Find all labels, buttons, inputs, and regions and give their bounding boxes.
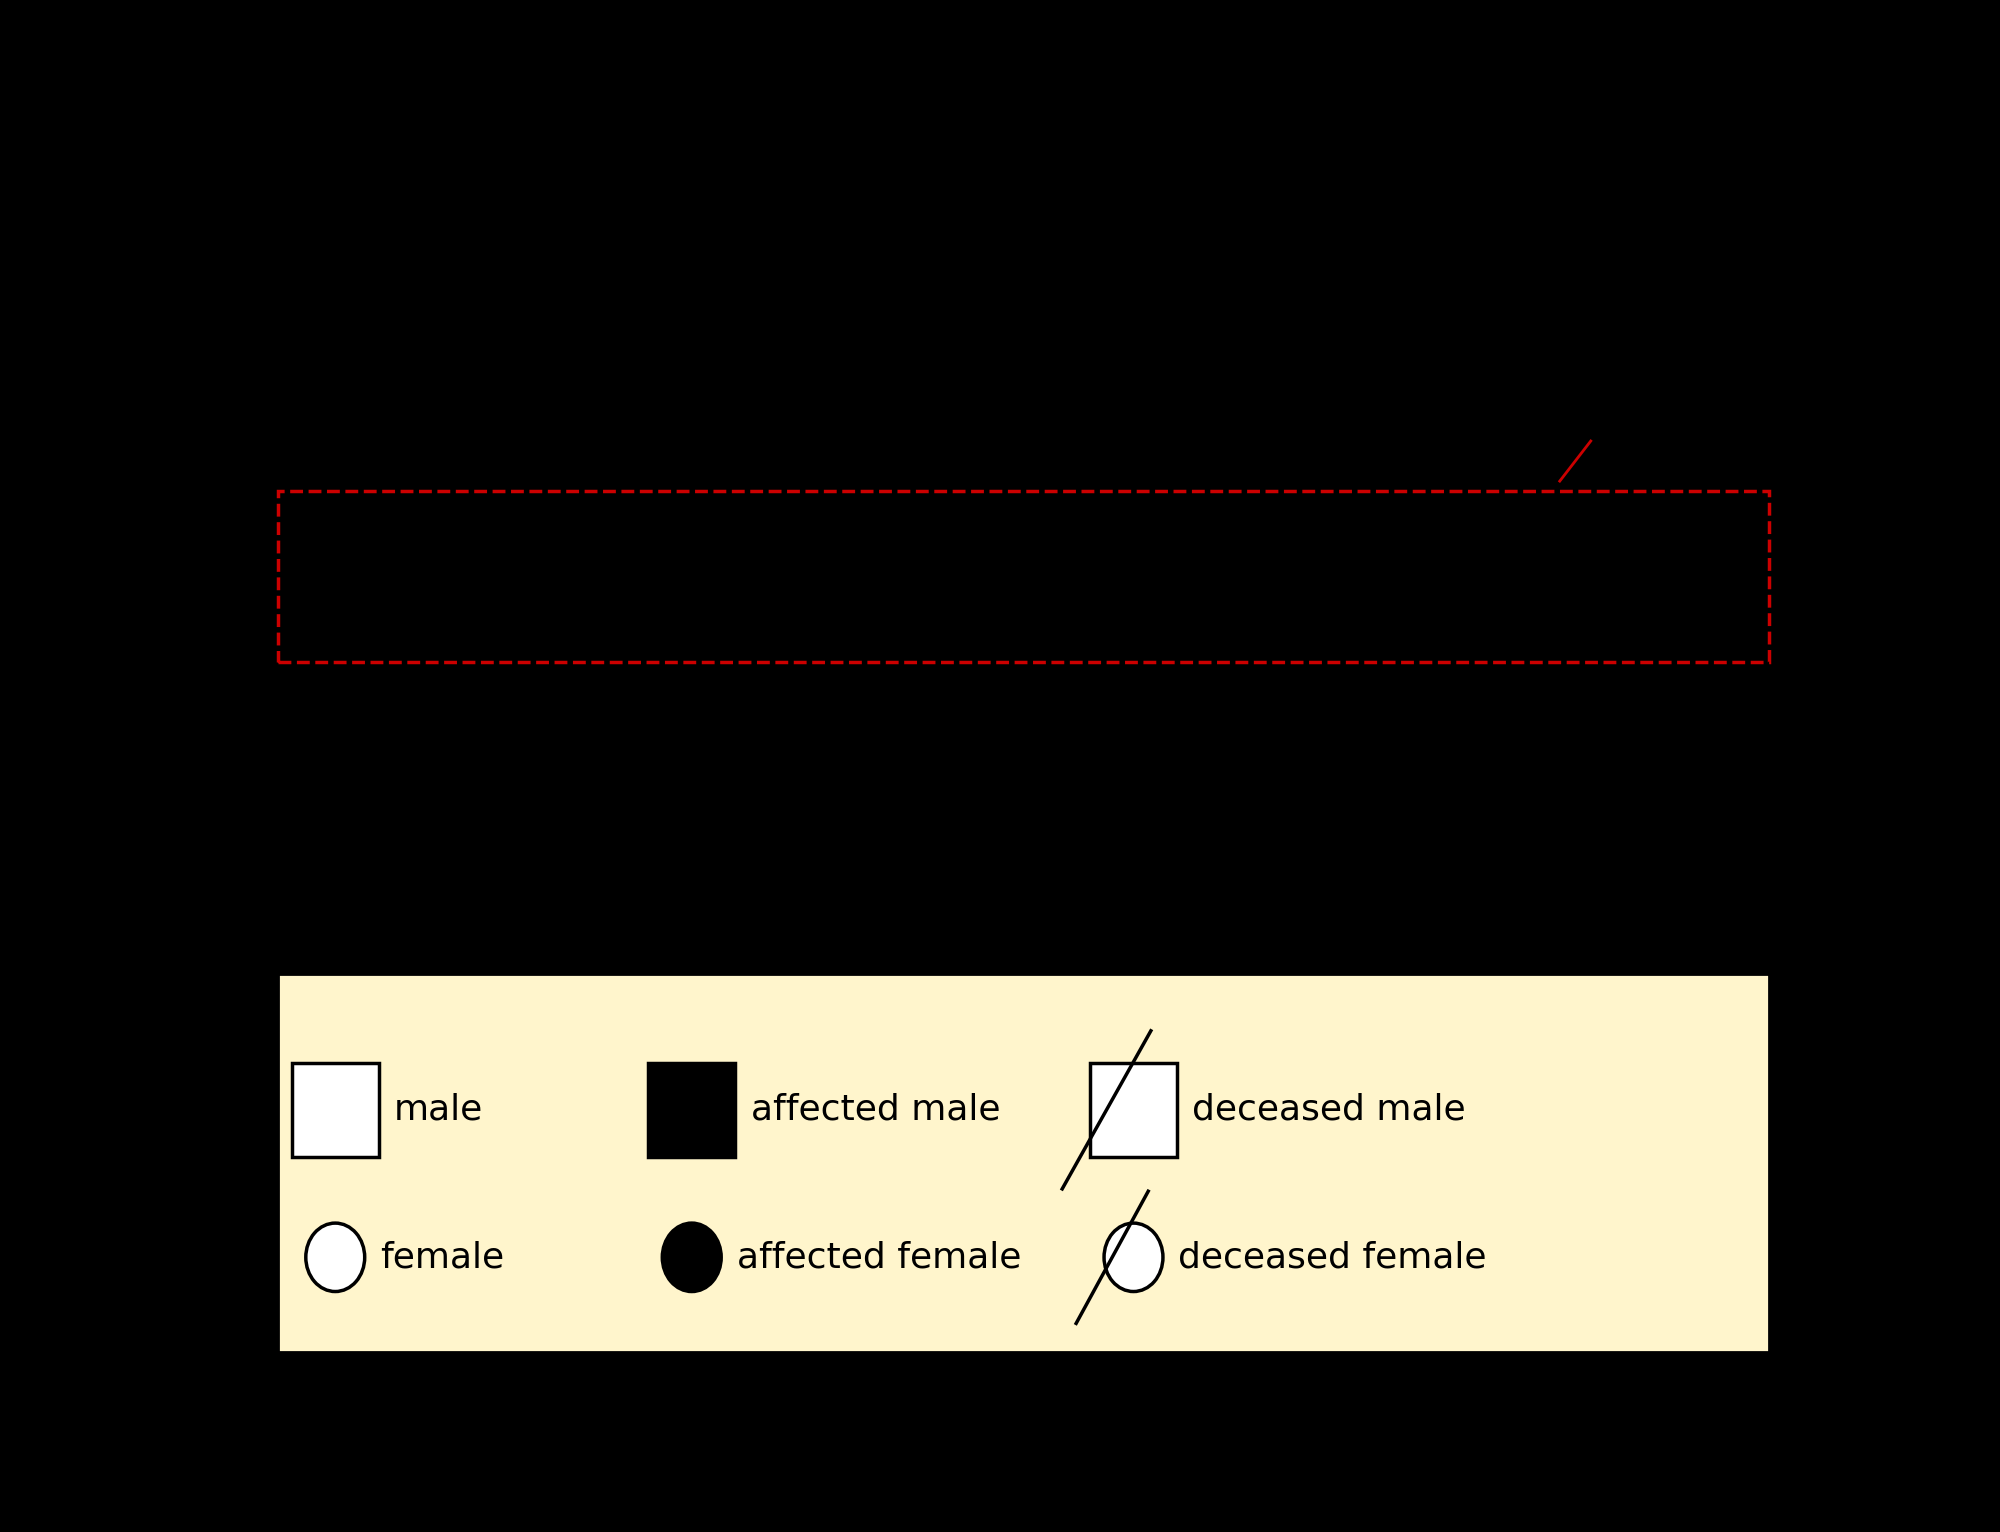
Bar [1090, 1063, 1176, 1157]
Ellipse shape [662, 1223, 722, 1291]
Bar [648, 1063, 736, 1157]
Text: affected male: affected male [750, 1092, 1000, 1128]
Text: deceased female: deceased female [1178, 1241, 1486, 1275]
Bar [278, 974, 1770, 1351]
Ellipse shape [1104, 1223, 1162, 1291]
Text: male: male [394, 1092, 484, 1128]
Text: affected female: affected female [736, 1241, 1022, 1275]
Ellipse shape [306, 1223, 364, 1291]
Text: female: female [380, 1241, 504, 1275]
Bar [292, 1063, 378, 1157]
Text: deceased male: deceased male [1192, 1092, 1466, 1128]
Bar [278, 490, 1770, 662]
